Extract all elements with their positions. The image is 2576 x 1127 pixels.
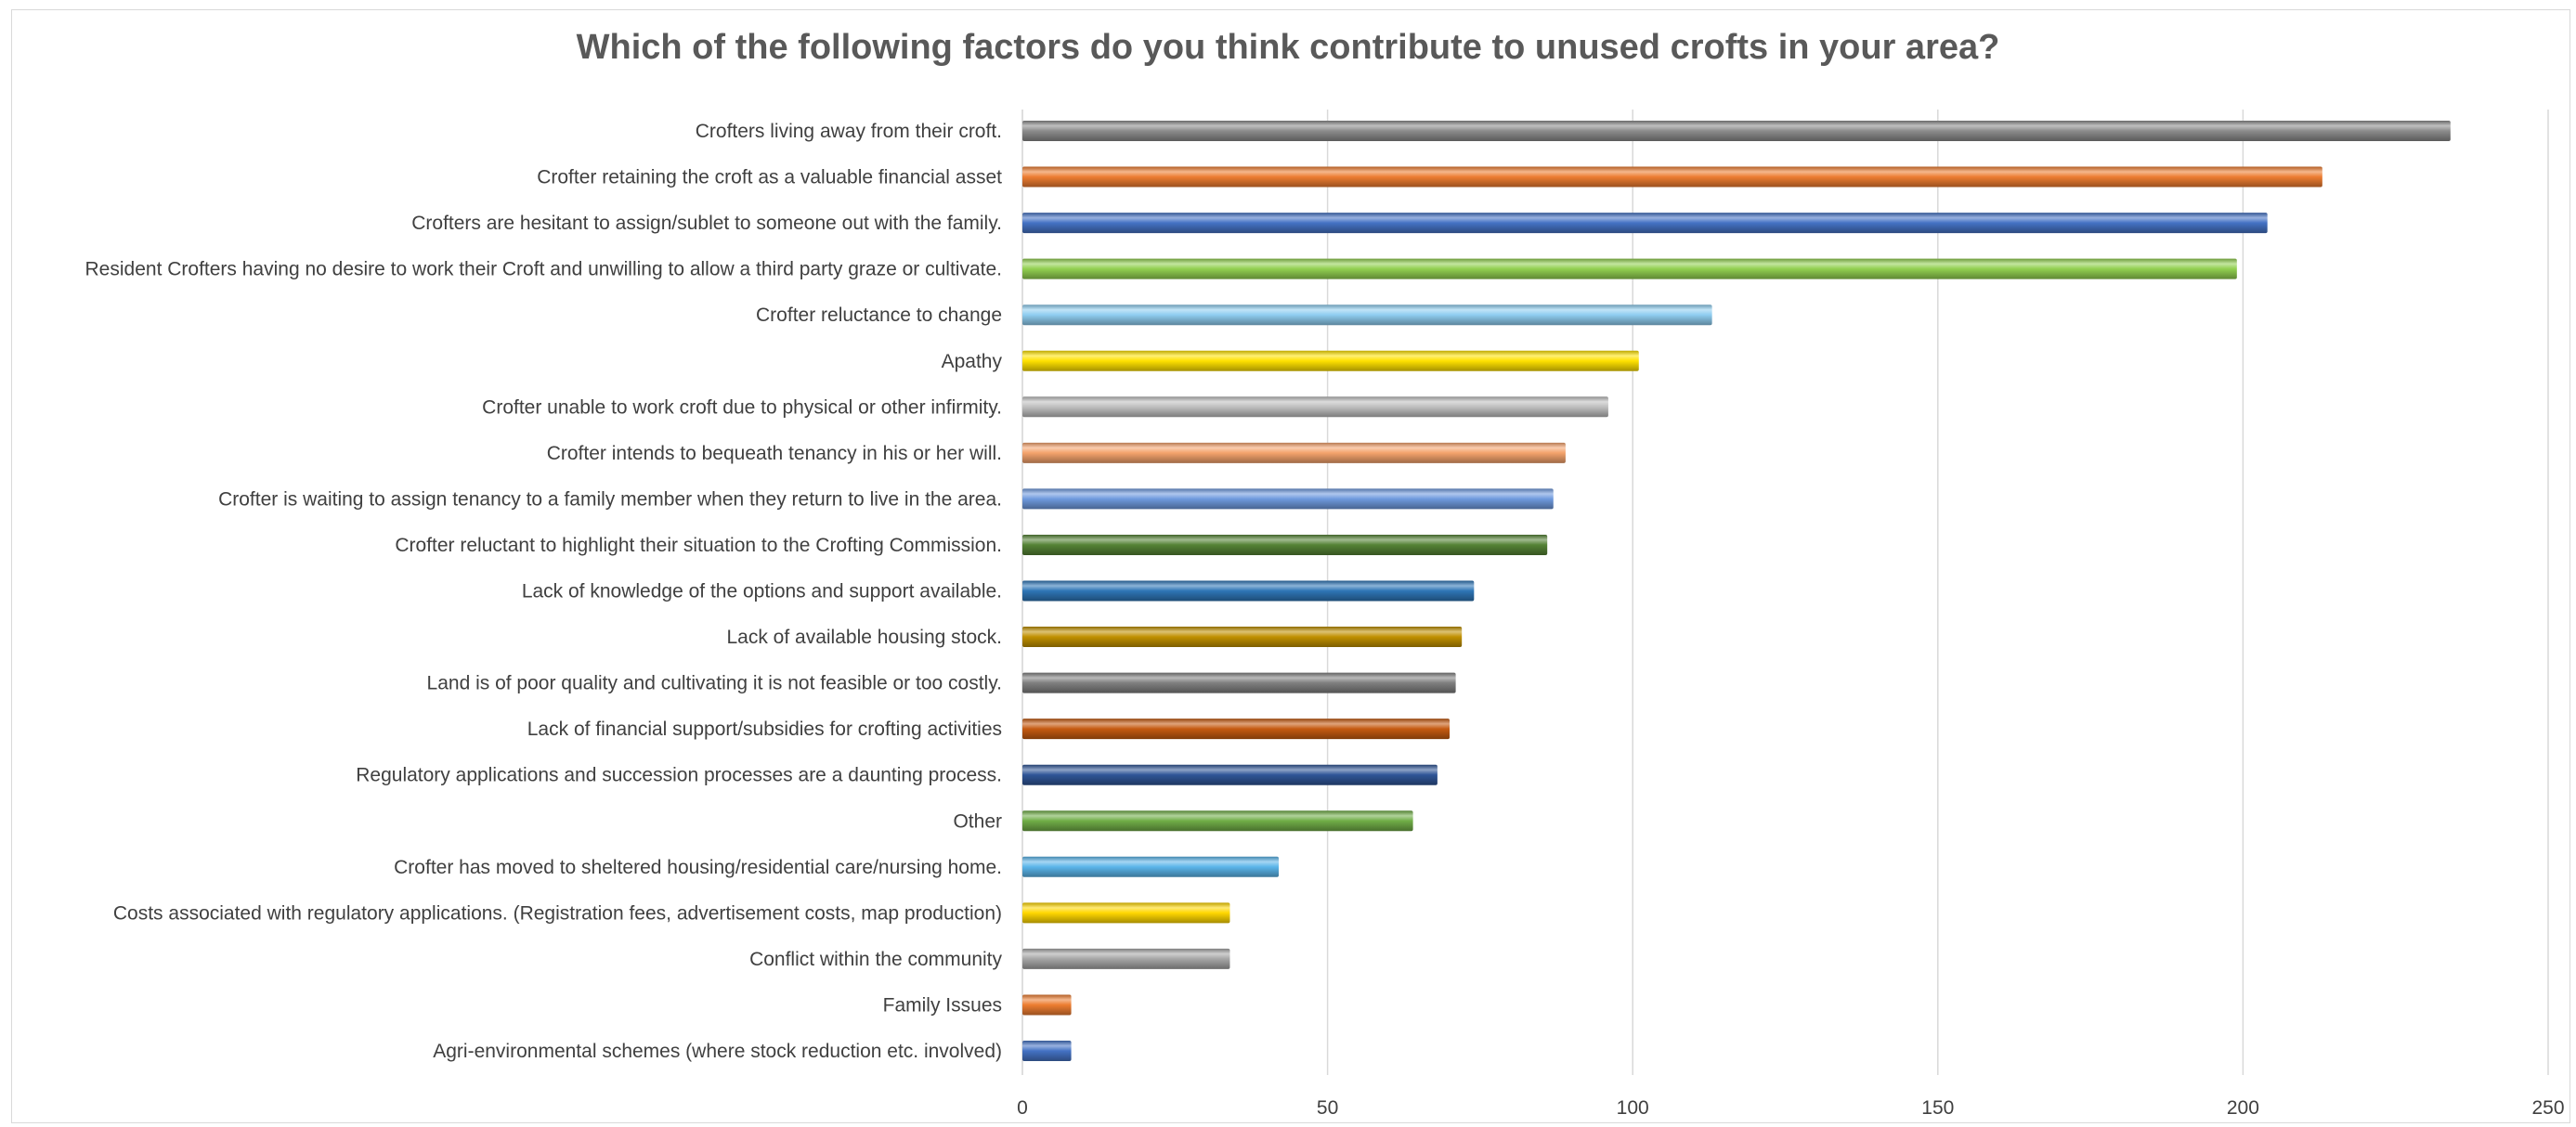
bar — [1022, 719, 1451, 740]
bar — [1022, 166, 2322, 188]
category-label: Resident Crofters having no desire to wo… — [85, 259, 1002, 280]
bar — [1022, 213, 2268, 234]
bar — [1022, 672, 1456, 693]
bar — [1022, 534, 1548, 555]
bar — [1022, 350, 1639, 371]
chart-frame — [11, 9, 2570, 1123]
category-label: Other — [953, 810, 1002, 832]
category-label: Lack of knowledge of the options and sup… — [522, 581, 1002, 602]
category-label: Agri-environmental schemes (where stock … — [433, 1041, 1002, 1062]
bar — [1022, 304, 1712, 326]
category-label: Family Issues — [883, 994, 1002, 1016]
category-label: Regulatory applications and succession p… — [356, 765, 1002, 786]
bar — [1022, 396, 1608, 418]
bar — [1022, 580, 1475, 602]
x-tick-label: 250 — [2531, 1097, 2564, 1119]
category-label: Crofters are hesitant to assign/sublet t… — [411, 213, 1002, 234]
bar — [1022, 442, 1566, 463]
bar — [1022, 810, 1413, 832]
category-label: Apathy — [942, 351, 1003, 372]
category-label: Crofters living away from their croft. — [696, 121, 1002, 142]
chart-title: Which of the following factors do you th… — [576, 28, 2000, 67]
category-label: Crofter intends to bequeath tenancy in h… — [547, 443, 1002, 464]
x-tick-label: 150 — [1921, 1097, 1954, 1119]
bar — [1022, 902, 1230, 924]
category-label: Costs associated with regulatory applica… — [113, 902, 1002, 924]
category-label: Lack of available housing stock. — [726, 627, 1002, 648]
bar — [1022, 1041, 1072, 1061]
category-label: Crofter reluctance to change — [756, 304, 1002, 326]
x-tick-label: 200 — [2227, 1097, 2259, 1119]
x-tick-label: 50 — [1317, 1097, 1338, 1119]
category-label: Crofter unable to work croft due to phys… — [482, 396, 1002, 418]
x-tick-label: 100 — [1617, 1097, 1649, 1119]
x-tick-label: 0 — [1017, 1097, 1028, 1119]
bar — [1022, 258, 2237, 279]
category-label: Land is of poor quality and cultivating … — [427, 673, 1002, 694]
category-label: Lack of financial support/subsidies for … — [527, 719, 1002, 740]
bar — [1022, 994, 1072, 1016]
bar — [1022, 488, 1554, 510]
category-label: Crofter is waiting to assign tenancy to … — [218, 488, 1002, 510]
category-label: Conflict within the community — [749, 949, 1002, 970]
bar — [1022, 856, 1280, 877]
category-label: Crofter retaining the croft as a valuabl… — [537, 167, 1002, 188]
bar — [1022, 627, 1463, 648]
bar — [1022, 121, 2451, 141]
category-label: Crofter reluctant to highlight their sit… — [395, 535, 1002, 556]
bar — [1022, 764, 1438, 785]
bar — [1022, 948, 1230, 969]
category-label: Crofter has moved to sheltered housing/r… — [394, 857, 1002, 878]
